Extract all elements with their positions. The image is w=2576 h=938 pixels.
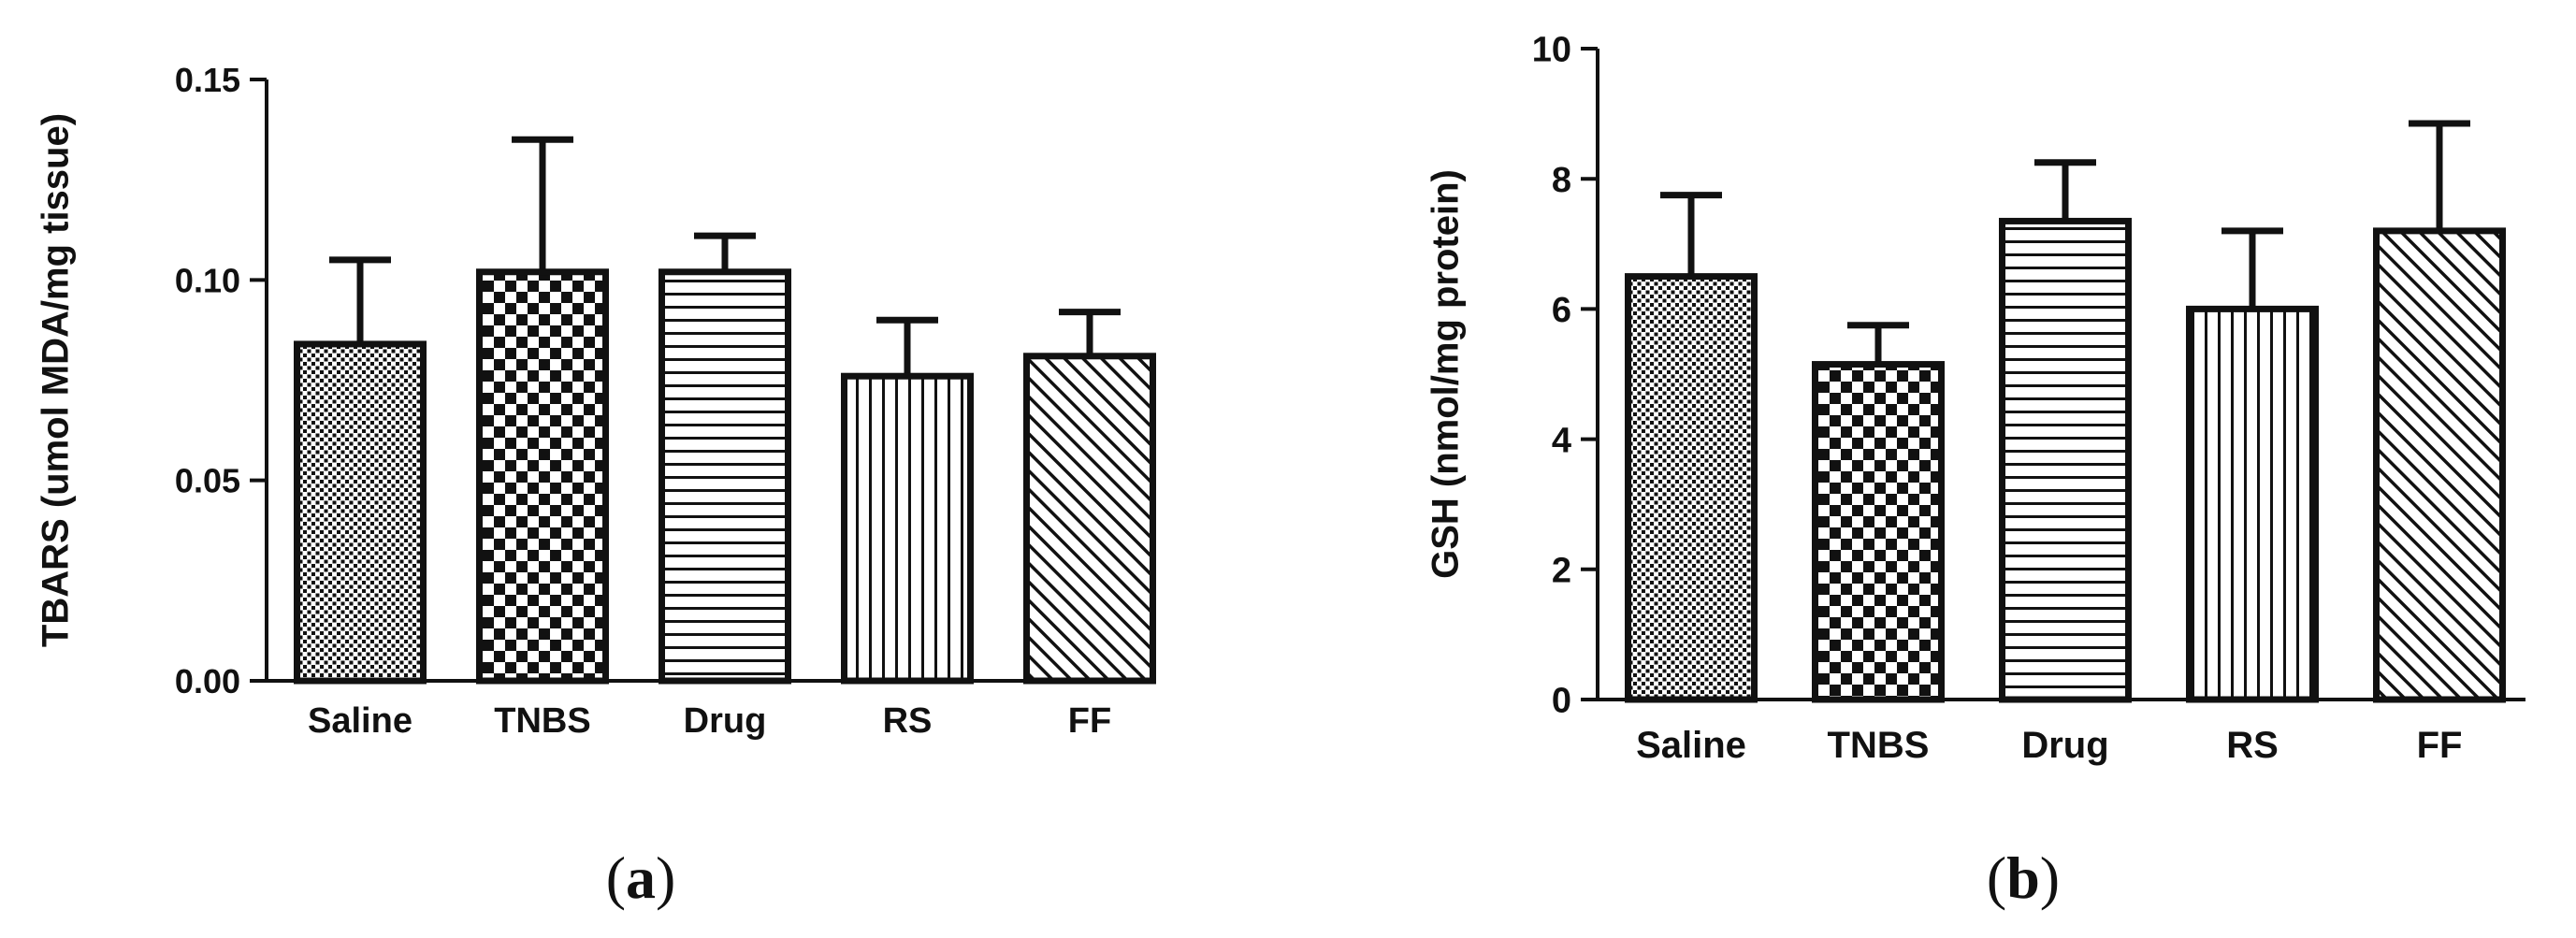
x-tick-label: RS bbox=[883, 701, 933, 741]
y-tick-label: 8 bbox=[1552, 161, 1571, 200]
y-axis-title: TBARS (umol MDA/mg tissue) bbox=[36, 113, 77, 647]
y-tick-label: 4 bbox=[1552, 421, 1571, 460]
bar-saline bbox=[1625, 273, 1758, 703]
y-tick-label: 0 bbox=[1552, 682, 1571, 721]
bar-drug bbox=[658, 268, 791, 685]
bar-ff bbox=[1023, 353, 1156, 685]
bar-ff bbox=[2373, 227, 2506, 703]
y-tick-label: 2 bbox=[1552, 551, 1571, 590]
x-tick-label: Saline bbox=[308, 701, 412, 741]
chart-panel-a: Saline TNBS Drug RS FF 0.00 0.05 0.10 0.15 TBARS … bbox=[36, 61, 1156, 911]
panel-label: (b) bbox=[1987, 844, 2060, 911]
y-tick-label: 0.00 bbox=[175, 662, 240, 700]
x-tick-label: FF bbox=[1068, 701, 1111, 741]
x-tick-label: Drug bbox=[684, 701, 767, 741]
chart-panel-b: Saline TNBS Drug RS FF 0 2 4 6 8 10 GSH (nmol/mg pr… bbox=[1425, 31, 2525, 911]
bar-tnbs bbox=[476, 268, 609, 685]
panel-label: (a) bbox=[606, 844, 676, 911]
y-axis-title: GSH (nmol/mg protein) bbox=[1425, 169, 1467, 579]
bar-tnbs bbox=[1812, 361, 1945, 703]
bar-rs bbox=[841, 372, 974, 685]
x-tick-label: RS bbox=[2226, 725, 2279, 766]
x-tick-label: Drug bbox=[2021, 725, 2108, 766]
x-tick-label: TNBS bbox=[1828, 725, 1930, 766]
y-tick-label: 0.05 bbox=[175, 462, 240, 500]
x-tick-label: FF bbox=[2417, 725, 2463, 766]
bar-saline bbox=[294, 340, 427, 685]
bar-rs bbox=[2186, 305, 2319, 703]
y-tick-label: 0.15 bbox=[175, 61, 240, 99]
y-tick-label: 0.10 bbox=[175, 261, 240, 299]
x-tick-label: TNBS bbox=[494, 701, 590, 741]
y-tick-label: 10 bbox=[1532, 31, 1571, 70]
x-tick-label: Saline bbox=[1636, 725, 1746, 766]
y-tick-label: 6 bbox=[1552, 291, 1571, 330]
bar-drug bbox=[1999, 217, 2132, 703]
